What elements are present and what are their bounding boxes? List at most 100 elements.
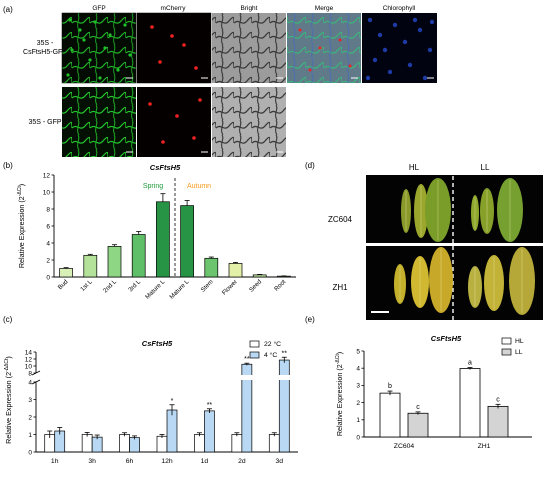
significance-mark: ** [244,356,250,363]
x-tick-label: 1d [201,458,209,465]
legend-swatch [249,340,260,348]
mcherry-nucleus-dot [150,25,154,29]
merge-nucleus-dot [298,28,302,32]
bar-4c [129,437,140,453]
gfp-signal-dot [66,73,70,77]
bar-break-gap [241,375,253,380]
col-label-hl: HL [409,163,420,172]
row-label-zc604: ZC604 [328,215,353,224]
channel-label-chlorophyll: Chlorophyll [383,5,416,12]
bar-22c [194,434,205,453]
x-tick-label: 6h [126,458,134,465]
gfp-signal-dot [108,33,112,37]
chlorophyll-dot [365,75,371,81]
y-tick-label: 6 [46,223,50,230]
significance-letter: b [388,383,392,390]
y-tick-label: 10 [43,189,51,196]
panel-a-label: (a) [3,5,13,14]
y-tick-label: 1 [28,432,32,439]
x-tick-label: 12h [161,458,173,465]
bar-4c [166,409,178,453]
y-tick-label: 4 [28,379,32,386]
micrograph-chlorophyll-1 [362,13,437,83]
chlorophyll-dot [407,62,413,68]
panel-e-label: (e) [305,315,315,324]
merge-nucleus-dot [318,46,322,50]
x-tick-label: 3d [276,458,284,465]
col-label-ll: LL [481,163,490,172]
legend-swatch [249,351,260,359]
micrograph-merge-1 [287,13,361,83]
chlorophyll-dot [372,57,378,63]
bar-22c [81,434,93,453]
micrograph-row-gfp [62,87,286,157]
x-tick-label: 1st L [79,278,94,293]
channel-label-gfp: GFP [92,5,105,12]
bar-ll [487,405,509,438]
panel-d-label: (d) [305,161,315,170]
chart-b-tissue-expression: (b) CsFtsH5 0 2 4 6 8 10 12 Relative Expression (… [3,161,296,301]
mcherry-nucleus-dot [148,102,152,106]
mcherry-nucleus-dot [192,136,196,140]
y-tick-label: 2 [356,400,360,407]
y-axis-label: Relative Expression (2-ΔΔCt) [4,356,13,444]
row-label-gfp: 35S - GFP [28,119,61,126]
x-tick-label: Stem [200,278,215,293]
y-axis-label: Relative Expression (2-ΔCt) [335,352,344,436]
bar-4c [204,410,215,453]
chart-e-title: CsFtsH5 [431,334,462,343]
y-tick-label: 8 [28,370,32,377]
chart-c-title: CsFtsH5 [142,339,173,348]
bar [180,205,194,278]
scale-bars [126,77,434,153]
chlorophyll-dot [382,47,388,53]
micrograph-mcherry-2 [137,87,211,157]
panel-b-label: (b) [3,161,13,170]
significance-mark: ** [282,350,288,357]
bar-22c [119,434,130,453]
mcherry-nucleus-dot [182,43,186,47]
bar-4c [278,359,290,453]
channel-label-bright: Bright [241,5,258,12]
bar-hl [459,368,481,438]
x-tick-label: 2nd L [102,278,118,294]
x-tick-label: 1h [51,458,59,465]
bar-break-gap [278,375,290,380]
significance-mark: ** [207,402,213,409]
chlorophyll-dot [422,75,428,81]
bar-4c [91,436,103,453]
significance-letter: c [496,396,500,403]
bar [131,234,146,278]
y-tick-label: 0 [46,274,50,281]
gfp-signal-dot [93,20,97,24]
legend-label: HL [515,338,524,345]
bar [228,263,243,278]
micrograph-gfp-2 [62,87,136,157]
mcherry-nucleus-dot [158,60,162,64]
bar [83,254,98,278]
chart-b-title: CsFtsH5 [150,163,181,172]
legend-label: 4 °C [264,351,277,359]
x-tick-label: ZC604 [394,443,415,450]
merge-nucleus-dot [308,68,312,72]
mcherry-nucleus-dot [194,66,198,70]
y-tick-label: 4 [356,366,360,373]
bar [59,268,73,278]
chlorophyll-dot [412,17,418,23]
group-label-spring: Spring [143,183,163,190]
chlorophyll-dot [417,27,423,33]
y-tick-label: 8 [46,206,50,213]
y-tick-label: 2 [46,257,50,264]
bar [252,274,267,278]
x-tick-label: ZH1 [478,443,491,450]
gfp-signal-dot [116,68,120,72]
row-label-csftsh5-gfp-line2: CsFtsH5-GFP [23,49,67,56]
gfp-signal-dot [82,38,86,42]
bar-22c [156,435,168,453]
micrograph-bright-2 [212,87,286,157]
mcherry-nucleus-dot [198,98,202,102]
panel-c-label: (c) [3,315,13,324]
